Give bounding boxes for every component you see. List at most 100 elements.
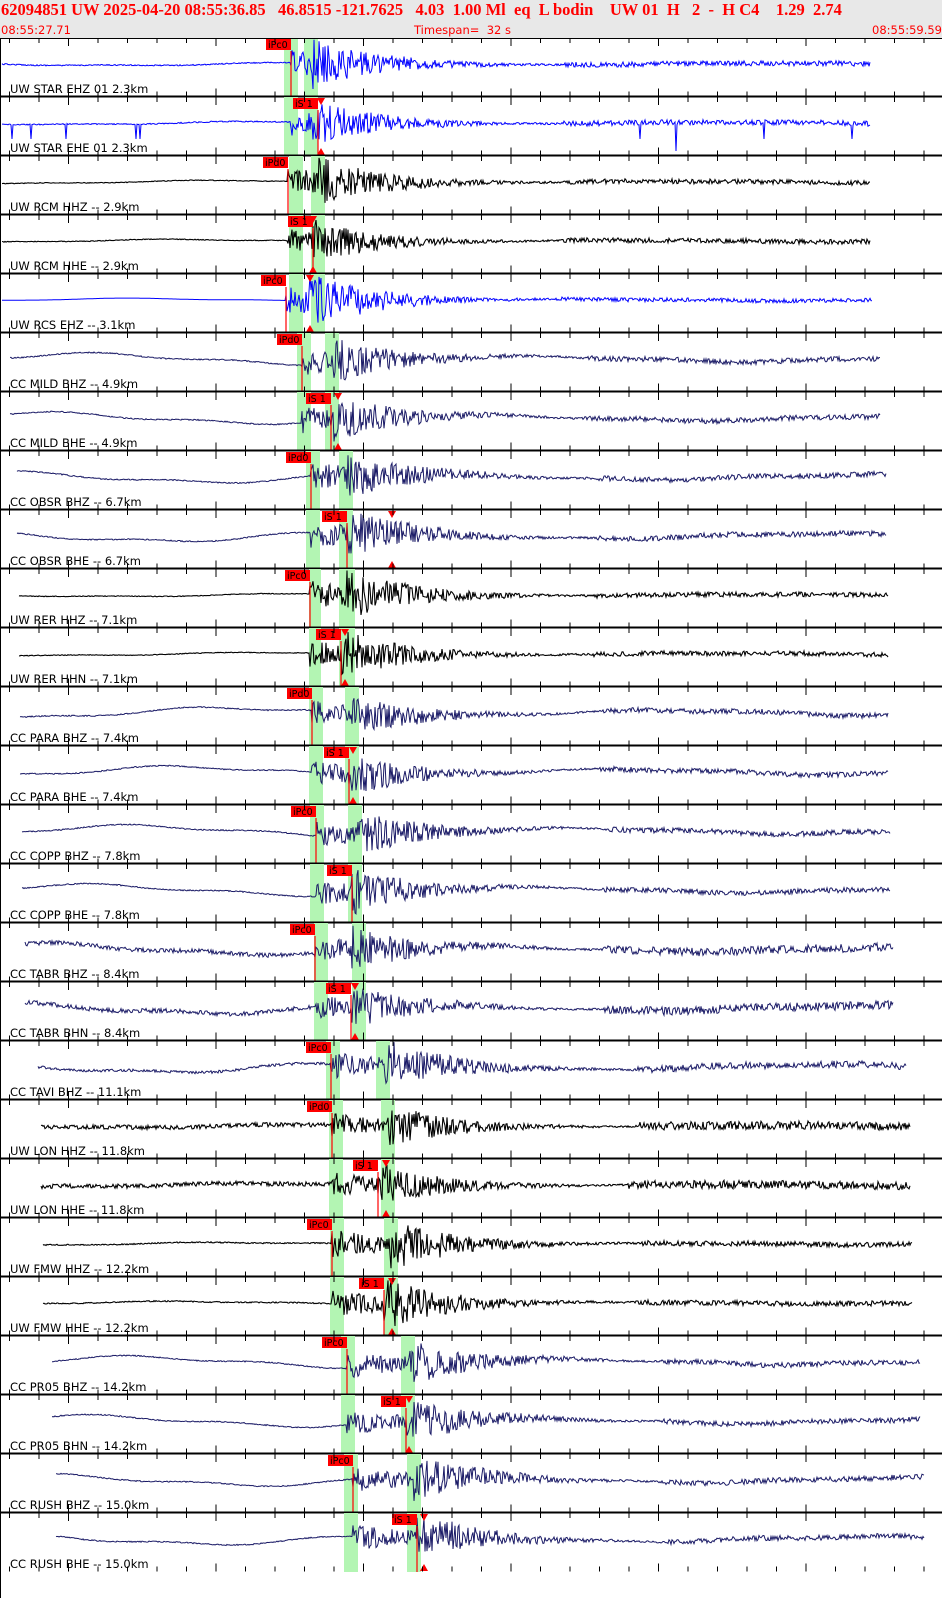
pick-label: iPc0 <box>268 40 288 51</box>
trace-panel[interactable]: iS 1 <box>55 1513 925 1572</box>
trace-label: CC TABR BHN -- 8.4km <box>10 1026 141 1040</box>
trace-panel[interactable]: iPd0 <box>16 451 887 510</box>
trace-panel[interactable]: iPc0 <box>37 1041 907 1100</box>
pick-flag[interactable] <box>306 1042 331 1053</box>
pick-flag[interactable] <box>288 216 313 227</box>
waveform <box>1 39 871 90</box>
trace-panel[interactable]: iS 1 <box>9 392 881 451</box>
waveform <box>37 1042 907 1085</box>
pick-flag[interactable] <box>322 511 347 522</box>
trace-panel[interactable]: iPc0 <box>24 923 894 982</box>
pick-flag[interactable] <box>324 747 349 758</box>
pick-flag[interactable] <box>291 806 316 817</box>
trace-panel[interactable]: iS 1 <box>1 215 871 274</box>
trace-panel[interactable]: iS 1 <box>16 510 887 569</box>
trace-label: CC OBSR BHE -- 6.7km <box>10 554 141 568</box>
trace-panel[interactable]: iPc0 <box>21 805 891 864</box>
waveform <box>42 1225 913 1269</box>
trace-label: CC RUSH BHZ -- 15.0km <box>10 1498 150 1512</box>
pick-label: iPc0 <box>293 807 313 818</box>
trace-label: UW FMW HHZ -- 12.2km <box>10 1262 150 1276</box>
pick-flag[interactable] <box>328 1455 353 1466</box>
pick-window <box>310 864 324 923</box>
trace-label: UW FMW HHE -- 12.2km <box>10 1321 149 1335</box>
pick-flag[interactable] <box>327 865 352 876</box>
trace-panel[interactable]: iS 1 <box>51 1395 921 1454</box>
pick-window <box>344 1454 358 1513</box>
trace-label: CC PR05 BHZ -- 14.2km <box>10 1380 147 1394</box>
amp-marker-icon <box>405 1396 413 1403</box>
pick-flag[interactable] <box>285 570 310 581</box>
trace-panel[interactable]: iS 1 <box>40 1159 911 1218</box>
amp-marker-icon <box>334 443 342 450</box>
pick-window <box>341 1395 355 1454</box>
pick-flag[interactable] <box>316 629 341 640</box>
trace-label: CC OBSR BHZ -- 6.7km <box>10 495 142 509</box>
pick-window <box>330 1277 344 1336</box>
amp-marker-icon <box>420 1564 428 1571</box>
amp-marker-icon <box>405 1446 413 1453</box>
pick-flag[interactable] <box>359 1278 384 1289</box>
amp-marker-icon <box>341 629 349 636</box>
waveform <box>18 632 889 676</box>
waveform <box>24 988 894 1024</box>
pick-flag[interactable] <box>307 1101 332 1112</box>
amp-marker-icon <box>382 1160 390 1167</box>
trace-panel[interactable]: iS 1 <box>19 746 889 805</box>
pick-flag[interactable] <box>306 393 331 404</box>
pick-window <box>309 746 323 805</box>
amp-marker-icon <box>309 266 317 273</box>
pick-flag[interactable] <box>322 1337 347 1348</box>
trace-panel[interactable]: iPc0 <box>51 1336 921 1395</box>
pick-flag[interactable] <box>353 1160 378 1171</box>
waveform <box>16 455 887 496</box>
trace-panel[interactable]: iS 1 <box>2 97 871 156</box>
trace-panel[interactable]: iS 1 <box>42 1277 913 1336</box>
pick-flag[interactable] <box>286 452 311 463</box>
trace-panel[interactable]: iPc0 <box>1 38 871 97</box>
trace-panel[interactable]: iPd0 <box>1 156 870 215</box>
trace-label: CC MILD BHZ -- 4.9km <box>10 377 139 391</box>
trace-panel[interactable]: iPc0 <box>42 1218 913 1277</box>
trace-panel[interactable]: iPc0 <box>56 1454 925 1513</box>
trace-panel[interactable]: iPc0 <box>2 274 873 333</box>
pick-label: iPd0 <box>265 158 285 169</box>
pick-window <box>310 805 324 864</box>
trace-panel[interactable]: iS 1 <box>21 864 891 923</box>
pick-flag[interactable] <box>287 688 312 699</box>
pick-flag[interactable] <box>381 1396 406 1407</box>
seismogram-panel[interactable]: iPc0 iS 1 iPd0 iS 1 iPc0 iPd0 iS 1 iPd0 iS 1 iPc0… <box>0 38 942 1598</box>
pick-flag[interactable] <box>261 275 286 286</box>
trace-panel[interactable]: iS 1 <box>18 628 889 687</box>
trace-panel[interactable]: iPc0 <box>18 569 889 628</box>
amp-marker-icon <box>341 679 349 686</box>
trace-label: UW RER HHN -- 7.1km <box>10 672 139 686</box>
event-header: 62094851 UW 2025-04-20 08:55:36.85 46.85… <box>0 0 942 38</box>
pick-flag[interactable] <box>263 157 288 168</box>
trace-label: CC RUSH BHE -- 15.0km <box>10 1557 149 1571</box>
pick-flag[interactable] <box>307 1219 332 1230</box>
pick-label: iPc0 <box>309 1220 329 1231</box>
pick-label: iPc0 <box>287 571 307 582</box>
amp-marker-icon <box>317 98 325 105</box>
trace-panel[interactable]: iPd0 <box>10 333 881 392</box>
pick-flag[interactable] <box>290 924 315 935</box>
pick-flag[interactable] <box>277 334 302 345</box>
pick-window <box>341 1336 355 1395</box>
waveform <box>55 1517 925 1552</box>
trace-panel[interactable]: iPd0 <box>40 1100 911 1159</box>
pick-window <box>306 510 320 569</box>
amp-marker-icon <box>349 747 357 754</box>
trace-label: UW STAR EHZ 01 2.3km <box>10 82 149 96</box>
trace-panel[interactable]: iPd0 <box>19 687 889 746</box>
pick-flag[interactable] <box>392 1514 417 1525</box>
pick-flag[interactable] <box>293 98 318 109</box>
trace-panel[interactable]: iS 1 <box>24 982 894 1041</box>
trace-label: CC PARA BHZ -- 7.4km <box>10 731 140 745</box>
pick-flag[interactable] <box>266 39 291 50</box>
trace-label: CC MILD BHE -- 4.9km <box>10 436 138 450</box>
waveform <box>21 869 891 915</box>
pick-flag[interactable] <box>326 983 351 994</box>
waveform <box>16 513 887 554</box>
waveform <box>51 1402 921 1437</box>
